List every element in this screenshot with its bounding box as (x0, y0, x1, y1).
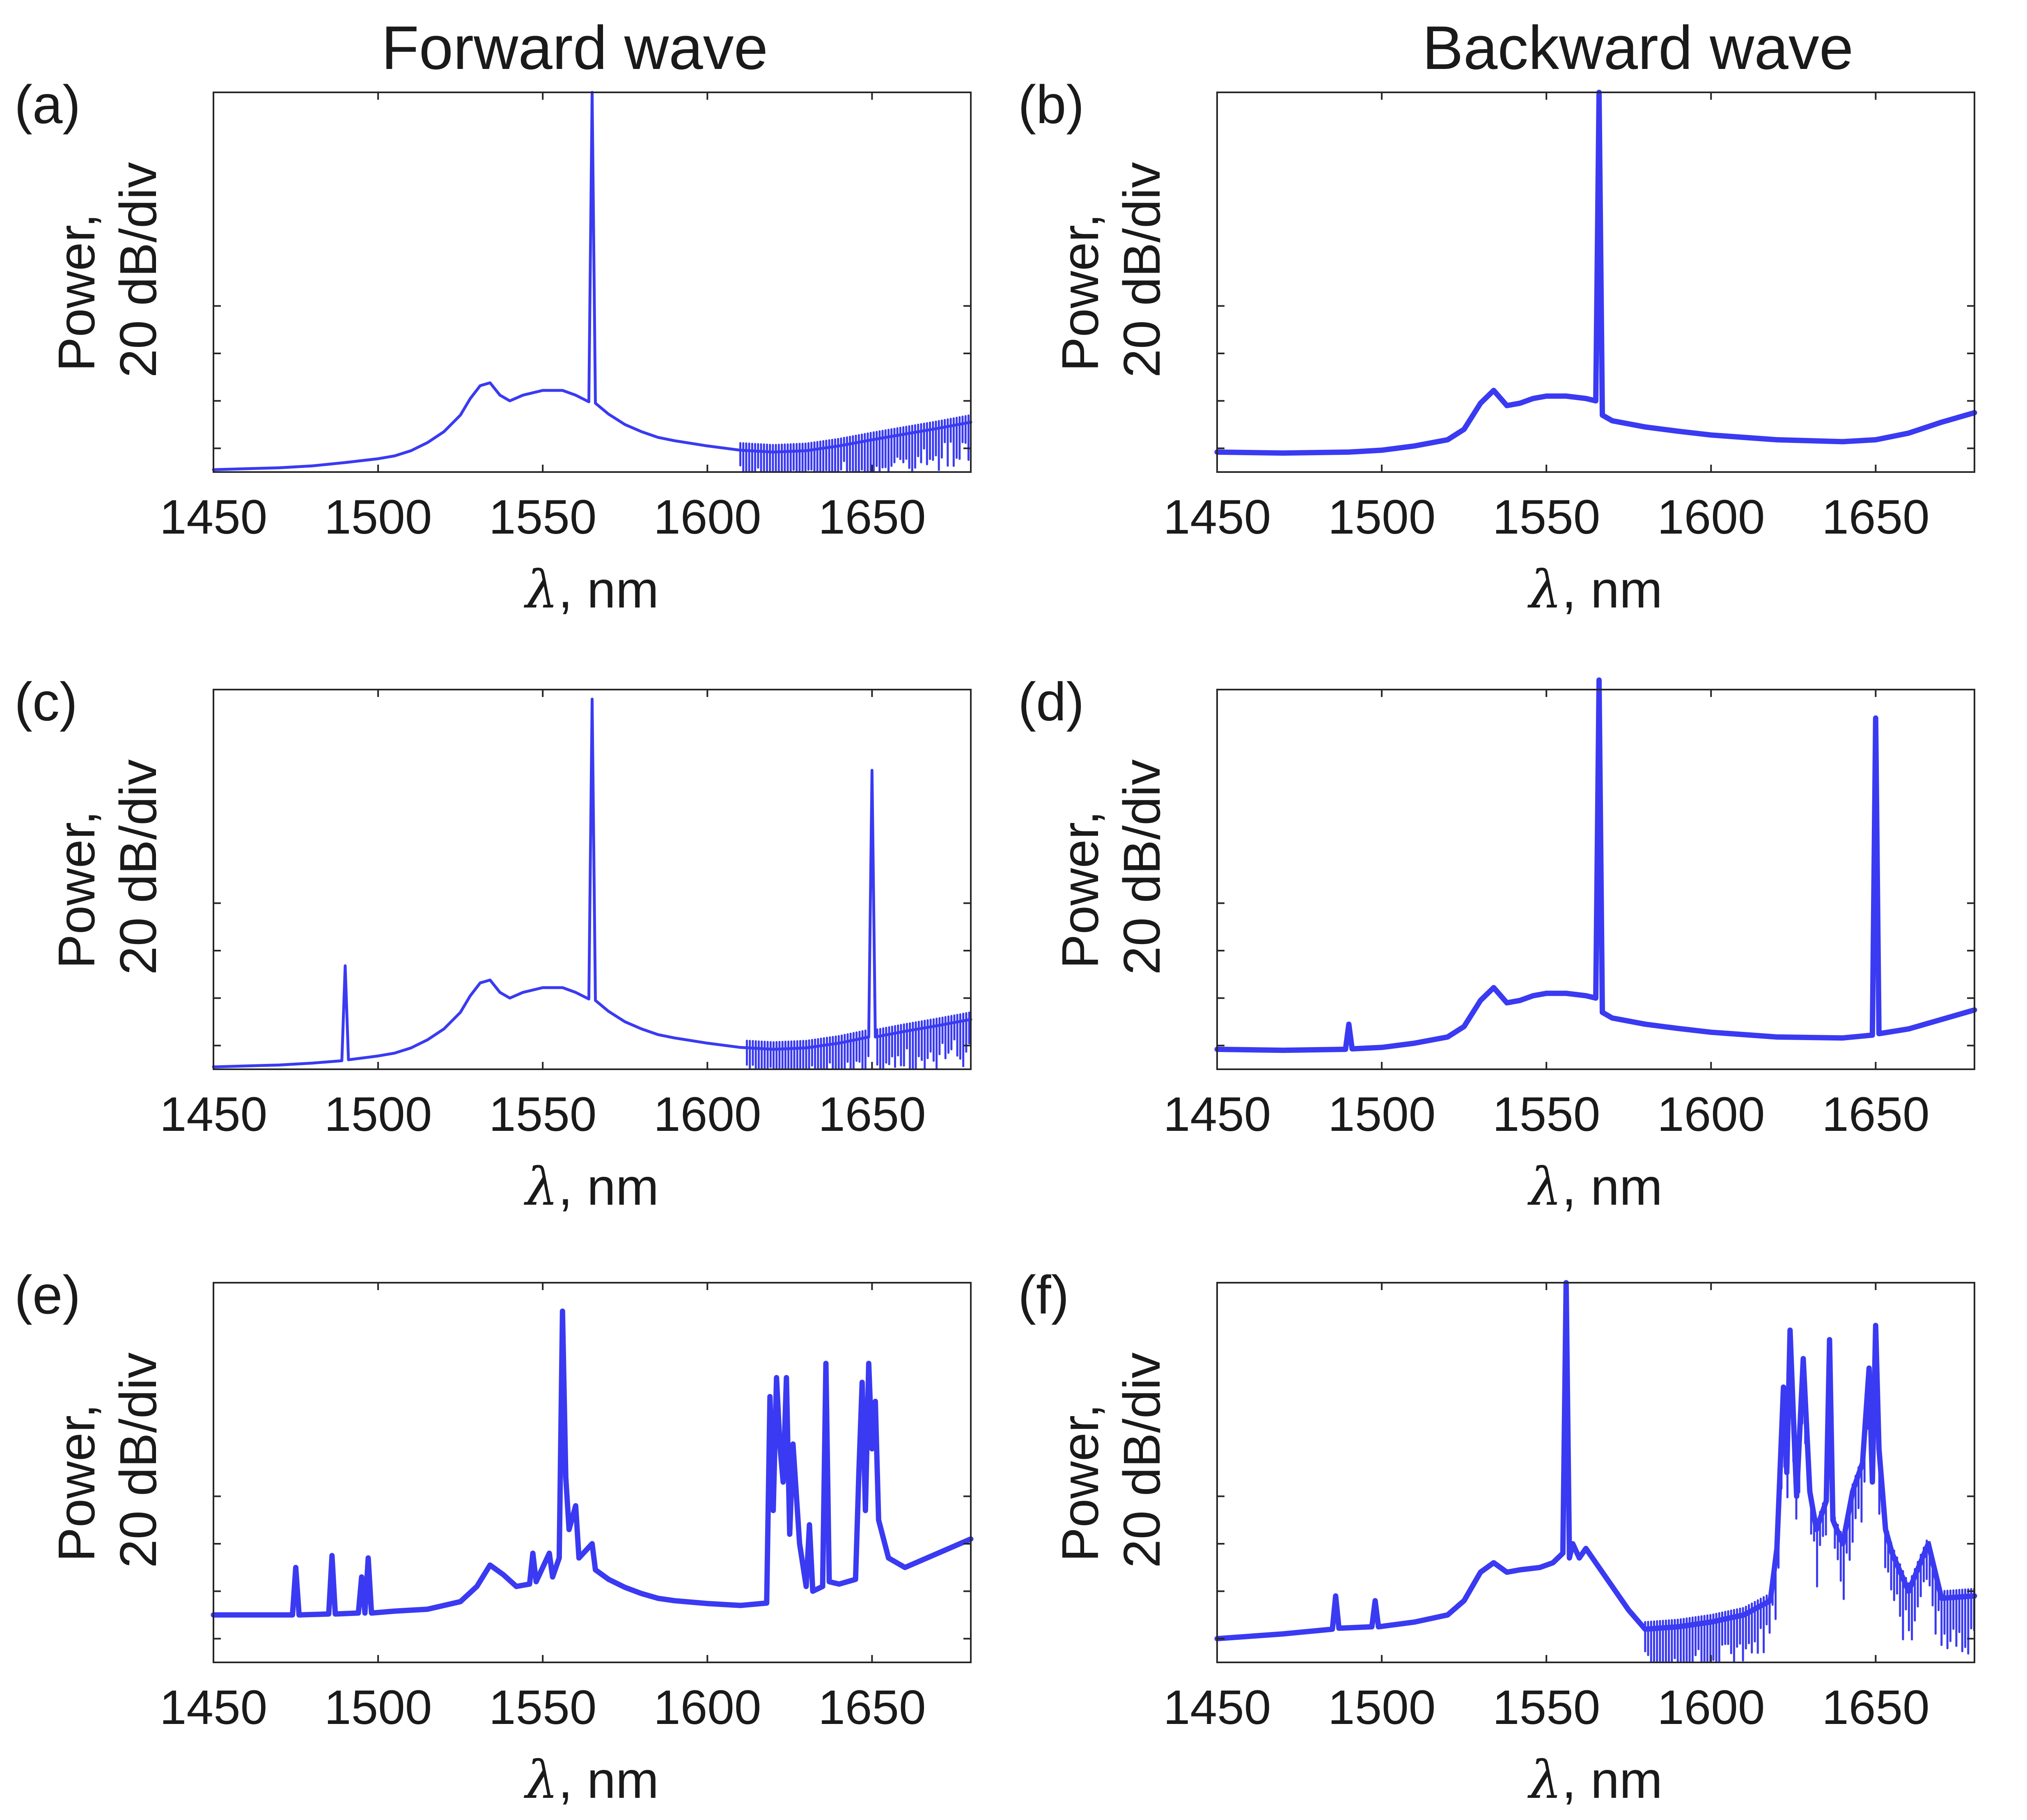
panel-d: (d) 1450 1500 1550 1600 1650 λ, nm Power, 20 dB/… (1018, 672, 1977, 1217)
x-axis-label-symbol: λ (523, 1750, 558, 1810)
x-tick-label: 1550 (1493, 1087, 1601, 1142)
x-axis-label: λ, nm (1527, 1750, 1662, 1810)
spectrum-noise-floor (1644, 1330, 1975, 1663)
x-tick-label: 1550 (489, 490, 597, 544)
y-axis-label-line1: Power, (1051, 811, 1109, 969)
spectrum-line (1214, 89, 1977, 456)
spectrum-noise-floor (739, 414, 970, 472)
y-axis-label-line1: Power, (1051, 1404, 1109, 1562)
x-tick-label: 1550 (1493, 1680, 1601, 1735)
y-axis-label-line2: 20 dB/div (1113, 1352, 1171, 1568)
x-tick-label: 1500 (324, 1087, 432, 1142)
x-tick-label: 1450 (160, 1087, 268, 1142)
panel-e: (e) 1450 1500 1550 1600 1650 λ, nm Power, 20 dB/… (14, 1265, 974, 1810)
x-tick-label: 1450 (160, 1680, 268, 1735)
x-axis-label-unit: , nm (558, 1751, 659, 1809)
x-tick-label: 1550 (489, 1087, 597, 1142)
y-axis-label-line1: Power, (48, 1404, 105, 1562)
x-tick-label: 1550 (489, 1680, 597, 1735)
x-axis-label-symbol: λ (523, 559, 558, 620)
panel-label: (c) (14, 672, 78, 732)
x-tick-label: 1500 (1328, 1680, 1436, 1735)
x-tick-label: 1450 (1163, 490, 1271, 544)
x-tick-label: 1650 (818, 1680, 926, 1735)
y-axis-label-line1: Power, (1051, 213, 1109, 371)
y-axis-label-line2: 20 dB/div (1113, 759, 1171, 975)
x-axis-label-unit: , nm (1562, 561, 1662, 619)
x-tick-label: 1550 (1493, 490, 1601, 544)
x-axis-label: λ, nm (523, 559, 659, 620)
panel-a: (a) 1450 1500 1550 1600 1650 λ, nm Power, 20 dB/… (14, 74, 972, 620)
x-axis-label-symbol: λ (523, 1157, 558, 1217)
y-axis-label-line2: 20 dB/div (109, 162, 167, 378)
panel-label: (f) (1018, 1265, 1069, 1325)
x-tick-label: 1600 (1657, 1680, 1765, 1735)
panel-label: (d) (1018, 672, 1084, 732)
x-tick-label: 1600 (654, 1680, 761, 1735)
x-axis-label: λ, nm (523, 1750, 659, 1810)
panel-b: (b) 1450 1500 1550 1600 1650 λ, nm Power, 20 dB/… (1018, 74, 1977, 620)
y-axis-label-line2: 20 dB/div (109, 1352, 167, 1568)
spectrum-line (1214, 677, 1977, 1053)
x-tick-label: 1500 (324, 1680, 432, 1735)
x-tick-label: 1650 (818, 490, 926, 544)
x-axis-label-unit: , nm (1562, 1751, 1662, 1809)
y-axis-label-line2: 20 dB/div (109, 759, 167, 975)
plot-frame (1216, 1282, 1975, 1663)
plot-frame (213, 689, 972, 1070)
y-axis-label-line1: Power, (48, 811, 105, 969)
x-tick-label: 1600 (654, 490, 761, 544)
x-tick-label: 1500 (1328, 1087, 1436, 1142)
panel-c: (c) 1450 1500 1550 1600 1650 λ, nm Power, 20 dB/… (14, 672, 972, 1217)
x-axis-label-symbol: λ (1527, 1157, 1562, 1217)
x-tick-label: 1450 (1163, 1087, 1271, 1142)
x-axis-label: λ, nm (1527, 559, 1662, 620)
x-tick-label: 1500 (1328, 490, 1436, 544)
x-tick-label: 1450 (1163, 1680, 1271, 1735)
y-axis-label-line1: Power, (48, 213, 105, 371)
x-tick-label: 1650 (1822, 1087, 1930, 1142)
x-axis-label-unit: , nm (558, 1158, 659, 1216)
y-axis-label-line2: 20 dB/div (1113, 162, 1171, 378)
plot-frame (1216, 689, 1975, 1070)
x-tick-label: 1600 (1657, 490, 1765, 544)
spectrum-line (212, 91, 972, 471)
x-axis-label: λ, nm (1527, 1157, 1662, 1217)
x-axis-label-unit: , nm (1562, 1158, 1662, 1216)
spectrum-noise-floor (746, 815, 970, 1070)
x-axis-label-symbol: λ (1527, 559, 1562, 620)
panel-label: (b) (1018, 74, 1084, 135)
panel-label: (a) (14, 74, 80, 135)
plot-frame (213, 1282, 972, 1663)
x-tick-label: 1600 (1657, 1087, 1765, 1142)
panel-f: (f) 1450 1500 1550 1600 1650 λ, nm Power, 20 dB/… (1018, 1265, 1977, 1810)
x-tick-label: 1500 (324, 490, 432, 544)
column-title-forward: Forward wave (381, 13, 768, 82)
panel-label: (e) (14, 1265, 80, 1325)
x-tick-label: 1450 (160, 490, 268, 544)
x-axis-label-unit: , nm (558, 561, 659, 619)
column-title-backward: Backward wave (1422, 13, 1853, 82)
x-tick-label: 1650 (1822, 490, 1930, 544)
x-tick-label: 1650 (1822, 1680, 1930, 1735)
spectrum-line (212, 697, 972, 1068)
plot-frame (1216, 92, 1975, 473)
spectrum-line (211, 1308, 974, 1618)
plot-frame (213, 92, 972, 473)
x-axis-label-symbol: λ (1527, 1750, 1562, 1810)
x-tick-label: 1600 (654, 1087, 761, 1142)
x-tick-label: 1650 (818, 1087, 926, 1142)
x-axis-label: λ, nm (523, 1157, 659, 1217)
